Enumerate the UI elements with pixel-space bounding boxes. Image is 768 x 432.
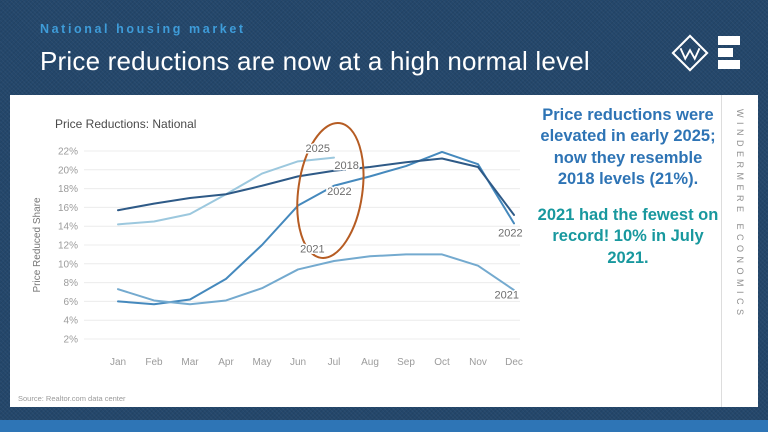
x-tick-label: May [253, 357, 272, 368]
y-tick-label: 8% [64, 278, 79, 289]
header: National housing market Price reductions… [0, 0, 768, 95]
brand-strip: WINDERMERE ECONOMICS [721, 95, 758, 407]
y-axis-label: Price Reduced Share [32, 197, 43, 292]
y-tick-label: 10% [58, 259, 78, 270]
logo-group [671, 34, 742, 72]
y-tick-label: 22% [58, 147, 78, 158]
x-tick-label: Mar [181, 357, 199, 368]
y-tick-label: 2% [64, 335, 79, 346]
x-tick-label: Jun [290, 357, 306, 368]
y-tick-label: 6% [64, 297, 79, 308]
x-tick-label: Aug [361, 357, 379, 368]
y-tick-label: 16% [58, 203, 78, 214]
x-tick-label: Apr [218, 357, 234, 368]
x-tick-label: Oct [434, 357, 450, 368]
x-tick-label: Jan [110, 357, 126, 368]
eyebrow-label: National housing market [40, 22, 246, 36]
brand-bars-logo [718, 36, 740, 69]
vertical-brand-text: WINDERMERE ECONOMICS [735, 109, 745, 320]
annotation-panel: Price reductions were elevated in early … [534, 105, 722, 283]
price-reductions-chart: 2% 4% 6% 8% 10% 12% 14% 16% 18% 20% 22% Jan Feb Mar Ap… [32, 121, 524, 368]
annotation-text-teal: 2021 had the fewest on record! 10% in Ju… [537, 205, 719, 267]
series-line-2018 [117, 157, 515, 216]
y-tick-label: 18% [58, 184, 78, 195]
y-tick-label: 20% [58, 165, 78, 176]
series-data-label: 2022 [327, 186, 351, 198]
bottom-accent-strip [0, 420, 768, 432]
series-data-label: 2021 [300, 244, 324, 256]
series-line-2022 [117, 150, 515, 306]
y-tick-label: 4% [64, 316, 79, 327]
windermere-diamond-logo [671, 34, 709, 72]
annotation-text-blue: Price reductions were elevated in early … [540, 106, 716, 189]
series-data-label: 2025 [306, 143, 330, 155]
x-tick-label: Feb [145, 357, 163, 368]
content-panel: Price Reductions: National 2% 4% 6% 8% 10% 12… [10, 95, 758, 407]
series-line-2021 [117, 253, 515, 306]
page-title: Price reductions are now at a high norma… [40, 46, 590, 76]
x-tick-label: Jul [328, 357, 341, 368]
series-data-label: 2021 [495, 290, 519, 302]
series-data-label: 2018 [334, 160, 358, 172]
x-tick-label: Sep [397, 357, 415, 368]
series-data-label: 2022 [498, 228, 522, 240]
source-note: Source: Realtor.com data center [18, 394, 126, 403]
x-tick-label: Nov [469, 357, 487, 368]
annotation-ellipse [296, 121, 365, 259]
chart-title: Price Reductions: National [55, 117, 197, 131]
x-tick-label: Dec [505, 357, 523, 368]
y-tick-label: 12% [58, 241, 78, 252]
y-tick-label: 14% [58, 222, 78, 233]
